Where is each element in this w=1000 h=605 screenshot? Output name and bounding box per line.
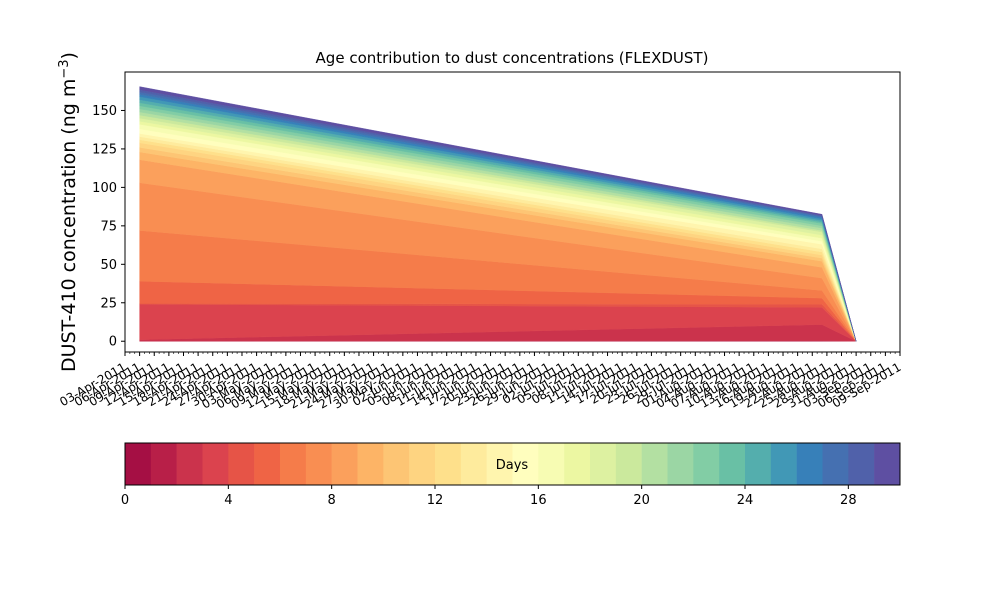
colorbar-segment <box>745 443 771 485</box>
colorbar-segment <box>228 443 254 485</box>
y-axis-label-suffix: ) <box>58 52 80 59</box>
x-axis: 03-Apr-201106-Apr-201109-Apr-201112-Apr-… <box>57 352 903 412</box>
y-tick-label: 50 <box>100 258 117 273</box>
y-axis-label-main: DUST-410 concentration (ng m <box>58 79 80 372</box>
colorbar-segment <box>564 443 590 485</box>
colorbar-segment <box>203 443 229 485</box>
chart-title: Age contribution to dust concentrations … <box>316 49 709 67</box>
colorbar-segment <box>332 443 358 485</box>
y-tick-label: 0 <box>109 335 117 350</box>
colorbar-segment <box>280 443 306 485</box>
colorbar-segment <box>306 443 332 485</box>
colorbar-segment <box>151 443 177 485</box>
colorbar-tick-label: 24 <box>737 493 754 508</box>
colorbar-segment <box>383 443 409 485</box>
y-tick-label: 25 <box>100 296 117 311</box>
y-axis-label: DUST-410 concentration (ng m−3) <box>57 52 80 372</box>
colorbar-segment <box>719 443 745 485</box>
colorbar-tick-label: 4 <box>224 493 232 508</box>
stacked-areas <box>140 87 857 342</box>
colorbar-segment <box>771 443 797 485</box>
colorbar-segment <box>616 443 642 485</box>
colorbar-segment <box>642 443 668 485</box>
y-tick-label: 100 <box>92 181 117 196</box>
colorbar-segment <box>409 443 435 485</box>
y-axis-label-superscript: −3 <box>57 59 72 78</box>
colorbar-segment <box>358 443 384 485</box>
colorbar-segment <box>848 443 874 485</box>
colorbar-segment <box>693 443 719 485</box>
colorbar-tick-label: 16 <box>530 493 547 508</box>
colorbar-segment <box>874 443 900 485</box>
y-tick-label: 150 <box>92 104 117 119</box>
colorbar-segment <box>668 443 694 485</box>
colorbar-segment <box>590 443 616 485</box>
colorbar-segment <box>461 443 487 485</box>
colorbar-tick-label: 28 <box>840 493 857 508</box>
colorbar-segment <box>538 443 564 485</box>
colorbar-segment <box>797 443 823 485</box>
colorbar-segment <box>823 443 849 485</box>
colorbar-tick-label: 0 <box>121 493 129 508</box>
colorbar-tick-label: 20 <box>633 493 650 508</box>
colorbar-ticks: 0 4 8 12 16 20 24 28 <box>121 485 857 508</box>
colorbar-segment <box>177 443 203 485</box>
y-axis: 0 25 50 75 100 125 150 <box>92 104 125 350</box>
y-tick-label: 75 <box>100 219 117 234</box>
colorbar-segment <box>125 443 151 485</box>
colorbar-label: Days <box>496 458 529 473</box>
colorbar-segment <box>254 443 280 485</box>
colorbar-tick-label: 8 <box>328 493 336 508</box>
colorbar-segment <box>435 443 461 485</box>
y-tick-label: 125 <box>92 142 117 157</box>
colorbar-tick-label: 12 <box>427 493 444 508</box>
